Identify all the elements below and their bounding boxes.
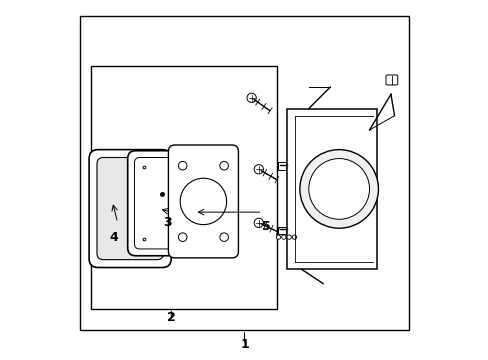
Text: 1: 1: [240, 338, 248, 351]
Circle shape: [180, 178, 226, 225]
FancyBboxPatch shape: [97, 157, 163, 260]
FancyBboxPatch shape: [134, 157, 197, 249]
Bar: [278, 162, 285, 170]
Bar: [287, 109, 376, 269]
Circle shape: [254, 218, 263, 228]
FancyBboxPatch shape: [127, 151, 203, 256]
Text: 4: 4: [109, 231, 118, 244]
Circle shape: [276, 235, 280, 239]
Circle shape: [254, 165, 263, 174]
Text: 2: 2: [166, 311, 175, 324]
Bar: [80, 16, 408, 330]
Circle shape: [299, 150, 378, 228]
Circle shape: [286, 235, 291, 239]
FancyBboxPatch shape: [89, 150, 171, 267]
Circle shape: [281, 235, 285, 239]
Circle shape: [220, 233, 228, 242]
FancyBboxPatch shape: [385, 75, 397, 85]
Circle shape: [308, 158, 369, 219]
Circle shape: [292, 235, 296, 239]
Bar: [278, 227, 285, 234]
Circle shape: [178, 233, 186, 242]
Circle shape: [220, 161, 228, 170]
Bar: [91, 66, 276, 309]
Text: 5: 5: [261, 220, 270, 233]
FancyBboxPatch shape: [168, 145, 238, 258]
Text: 3: 3: [163, 216, 172, 229]
Circle shape: [178, 161, 186, 170]
Circle shape: [246, 93, 256, 103]
